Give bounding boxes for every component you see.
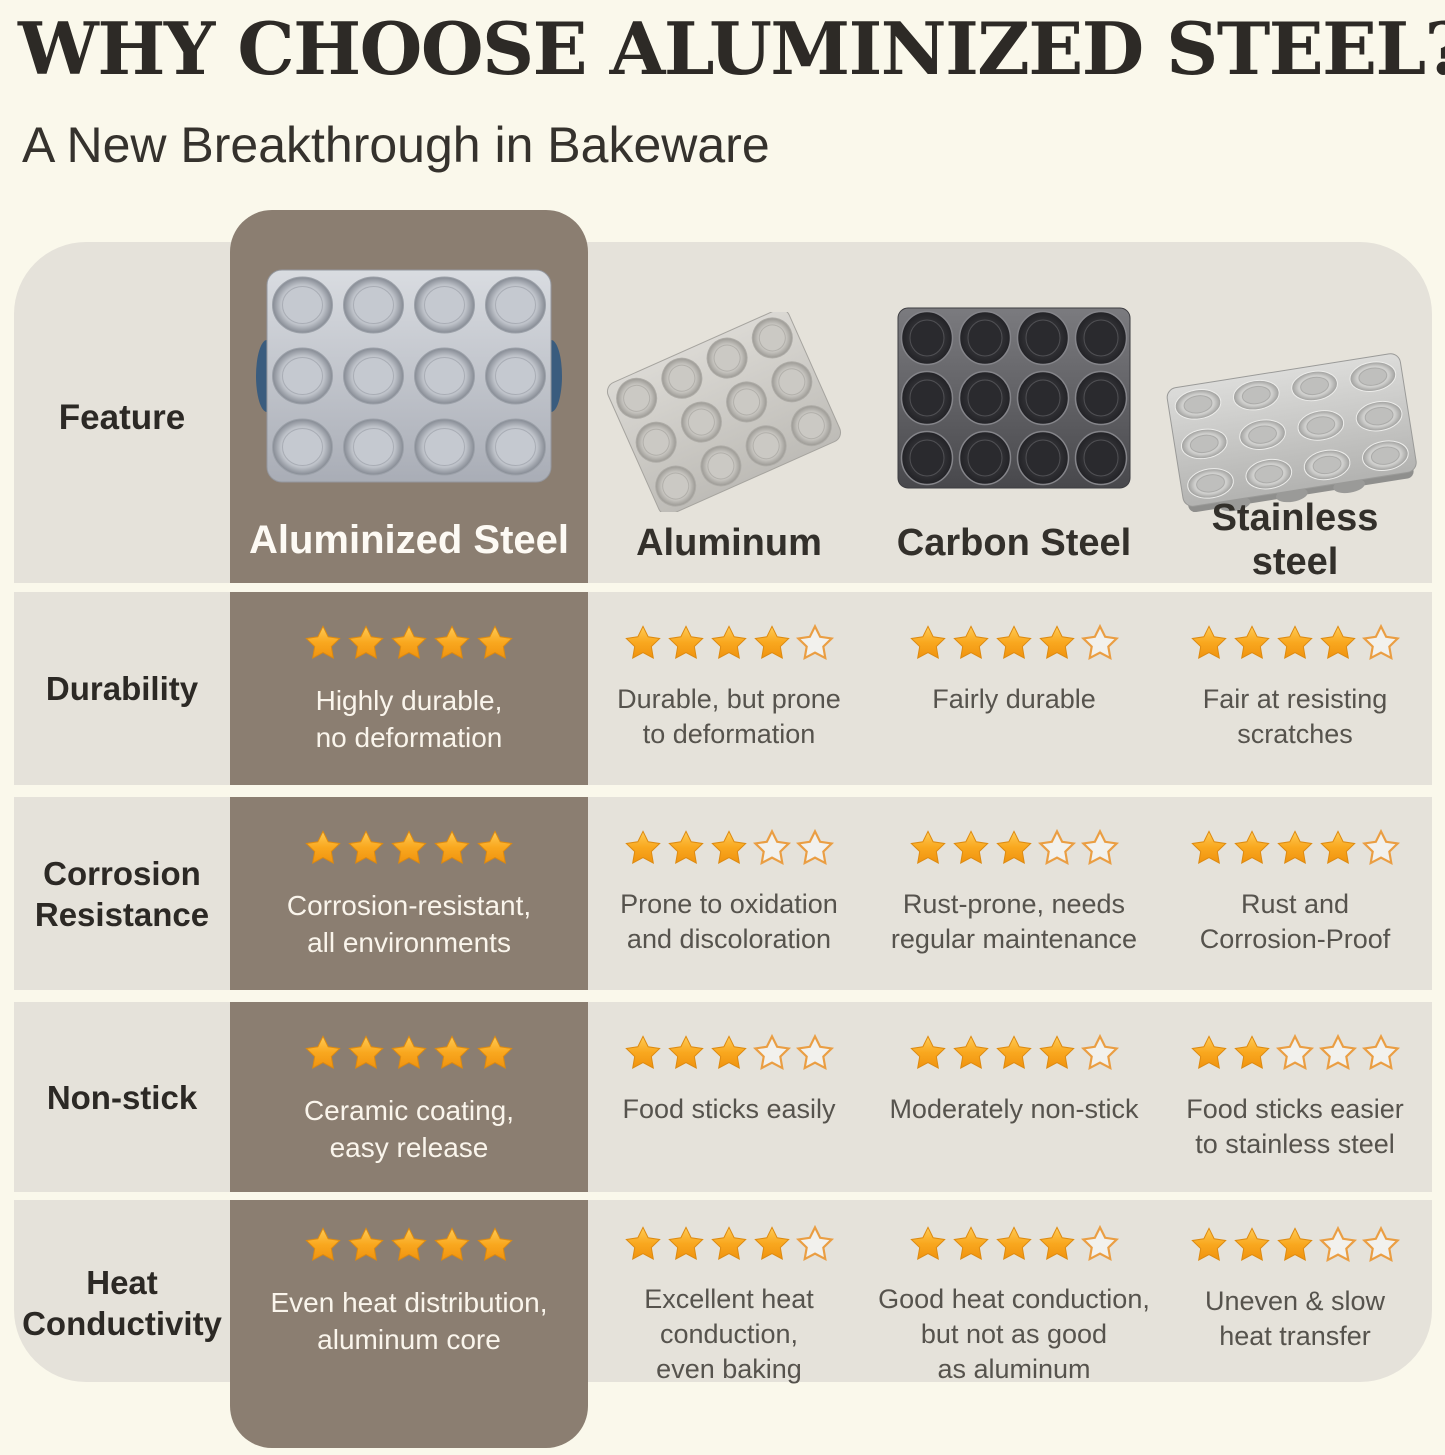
star-rating [623, 622, 835, 664]
row-non-stick: Non-stick Ceramic coating, easy release … [14, 1002, 1432, 1192]
rating-description: Even heat distribution, aluminum core [270, 1287, 548, 1355]
star-rating [1189, 1032, 1401, 1074]
star-rating [908, 1224, 1120, 1264]
row-heat-conductivity: Heat Conductivity Even heat distribution… [14, 1200, 1432, 1448]
feature-label: Corrosion Resistance [34, 854, 210, 933]
aluminized-steel-pan-image [256, 269, 562, 483]
feature-label: Heat Conductivity [22, 1264, 222, 1342]
carbon-steel-pan-image [897, 307, 1131, 489]
rating-description: Excellent heat conduction, even baking [644, 1284, 814, 1384]
cell-nonstick-aluminized: Ceramic coating, easy release [230, 1002, 588, 1192]
cell-durability-stainless: Fair at resisting scratches [1158, 592, 1432, 785]
feature-cell: Non-stick [14, 1002, 230, 1192]
rating-description: Corrosion-resistant, all environments [286, 890, 532, 958]
cell-corrosion-carbon: Rust-prone, needs regular maintenance [870, 797, 1158, 990]
star-rating [1189, 1224, 1401, 1266]
page-subtitle: A New Breakthrough in Bakeware [22, 117, 770, 173]
feature-cell: Durability [14, 592, 230, 785]
rating-description: Food sticks easily [622, 1094, 836, 1124]
rating-description: Rust and Corrosion-Proof [1199, 889, 1391, 954]
feature-column-header: Feature [58, 398, 186, 437]
star-rating [303, 1032, 515, 1074]
stainless-steel-pan-image [1166, 353, 1417, 513]
rating-description: Rust-prone, needs regular maintenance [890, 889, 1138, 954]
page-title: WHY CHOOSE ALUMINIZED STEEL? [18, 6, 1445, 91]
cell-heat-aluminum: Excellent heat conduction, even baking [588, 1200, 870, 1384]
star-rating [908, 1032, 1120, 1074]
row-durability: Durability Highly durable, no deformatio… [14, 592, 1432, 785]
rating-description: Fair at resisting scratches [1202, 684, 1388, 749]
column-header-aluminum: Aluminum [636, 522, 822, 564]
cell-nonstick-carbon: Moderately non-stick [870, 1002, 1158, 1192]
column-header-stainless-steel: Stainless steel [1211, 497, 1379, 583]
column-header-carbon-steel: Carbon Steel [896, 522, 1132, 564]
cell-durability-aluminized: Highly durable, no deformation [230, 592, 588, 785]
rating-description: Food sticks easier to stainless steel [1186, 1094, 1404, 1159]
star-rating [908, 622, 1120, 664]
star-rating [908, 827, 1120, 869]
cell-nonstick-aluminum: Food sticks easily [588, 1002, 870, 1192]
star-rating [1189, 827, 1401, 869]
cell-nonstick-stainless: Food sticks easier to stainless steel [1158, 1002, 1432, 1192]
rating-description: Durable, but prone to deformation [617, 684, 841, 749]
row-corrosion-resistance: Corrosion Resistance Corrosion-resistant… [14, 797, 1432, 990]
aluminum-pan-image [606, 312, 842, 512]
star-rating [623, 827, 835, 869]
star-rating [1189, 622, 1401, 664]
cell-durability-aluminum: Durable, but prone to deformation [588, 592, 870, 785]
cell-heat-aluminized: Even heat distribution, aluminum core [230, 1200, 588, 1448]
feature-label: Non-stick [46, 1078, 198, 1116]
star-rating [303, 827, 515, 869]
rating-description: Fairly durable [932, 684, 1096, 714]
feature-cell: Heat Conductivity [14, 1200, 230, 1382]
rating-description: Prone to oxidation and discoloration [620, 889, 838, 954]
rating-description: Ceramic coating, easy release [303, 1095, 515, 1163]
cell-heat-stainless: Uneven & slow heat transfer [1158, 1200, 1432, 1382]
star-rating [303, 1224, 515, 1266]
cell-durability-carbon: Fairly durable [870, 592, 1158, 785]
star-rating [623, 1224, 835, 1264]
rating-description: Highly durable, no deformation [315, 685, 503, 753]
rating-description: Moderately non-stick [889, 1094, 1139, 1124]
cell-corrosion-stainless: Rust and Corrosion-Proof [1158, 797, 1432, 990]
feature-cell: Corrosion Resistance [14, 797, 230, 990]
column-header-aluminized-steel: Aluminized Steel [248, 518, 570, 562]
cell-corrosion-aluminized: Corrosion-resistant, all environments [230, 797, 588, 990]
cell-heat-carbon: Good heat conduction, but not as good as… [870, 1200, 1158, 1384]
cell-corrosion-aluminum: Prone to oxidation and discoloration [588, 797, 870, 990]
star-rating [303, 622, 515, 664]
star-rating [623, 1032, 835, 1074]
rating-description: Uneven & slow heat transfer [1204, 1286, 1386, 1351]
rating-description: Good heat conduction, but not as good as… [878, 1284, 1150, 1384]
feature-label: Durability [45, 670, 199, 707]
